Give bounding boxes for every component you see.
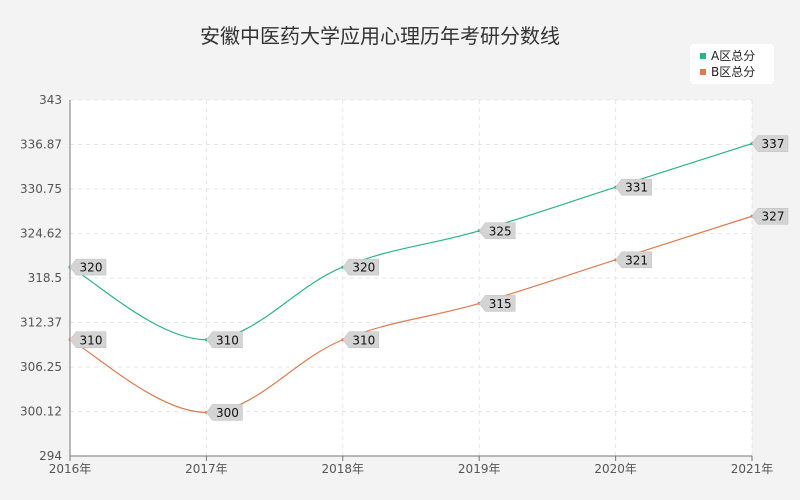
legend-label-a: A区总分 (711, 49, 756, 63)
x-tick-label: 2020年 (594, 462, 637, 476)
data-label-box (478, 295, 516, 312)
x-tick-label: 2016年 (49, 462, 92, 476)
y-tick-label: 336.87 (20, 138, 62, 152)
x-tick-label: 2018年 (322, 462, 365, 476)
y-tick-label: 312.37 (20, 316, 62, 330)
data-label-box (342, 331, 380, 349)
data-label: 320 (352, 261, 375, 275)
data-label-box (206, 404, 243, 421)
data-label: 310 (80, 333, 103, 347)
data-label-box (751, 207, 789, 225)
data-label: 310 (352, 333, 375, 347)
data-label-box (615, 251, 652, 269)
data-label: 321 (625, 253, 648, 267)
data-label: 331 (625, 181, 648, 195)
data-label: 300 (216, 406, 239, 420)
y-tick-label: 343 (39, 93, 62, 107)
y-tick-label: 300.12 (20, 405, 62, 419)
data-label-box (342, 258, 380, 276)
data-label-box (69, 331, 107, 349)
legend-label-b: B区总分 (711, 65, 756, 79)
data-label-box (206, 331, 243, 349)
x-tick-label: 2017年 (185, 462, 228, 476)
y-tick-label: 330.75 (20, 182, 62, 196)
y-tick-label: 306.25 (20, 360, 62, 374)
legend-swatch-b (700, 68, 706, 75)
legend-item-a[interactable]: A区总分 (700, 48, 755, 64)
legend-swatch-a (700, 52, 706, 59)
data-label: 337 (762, 137, 785, 151)
legend: A区总分 B区总分 (690, 44, 774, 84)
data-label: 315 (489, 297, 512, 311)
data-label: 325 (489, 224, 512, 238)
data-label: 320 (80, 261, 103, 275)
y-tick-label: 318.5 (28, 271, 62, 285)
data-label-box (69, 258, 107, 276)
x-tick-label: 2019年 (458, 462, 501, 476)
data-label-box (751, 135, 789, 152)
y-tick-label: 294 (39, 449, 62, 463)
data-label-box (478, 222, 516, 240)
chart-title: 安徽中医药大学应用心理历年考研分数线 (200, 24, 560, 48)
data-label: 310 (216, 333, 239, 347)
data-label-box (615, 178, 652, 196)
y-tick-label: 324.62 (20, 227, 62, 241)
legend-item-b[interactable]: B区总分 (700, 64, 755, 80)
data-label: 327 (762, 210, 785, 224)
x-tick-label: 2021年 (731, 462, 774, 476)
